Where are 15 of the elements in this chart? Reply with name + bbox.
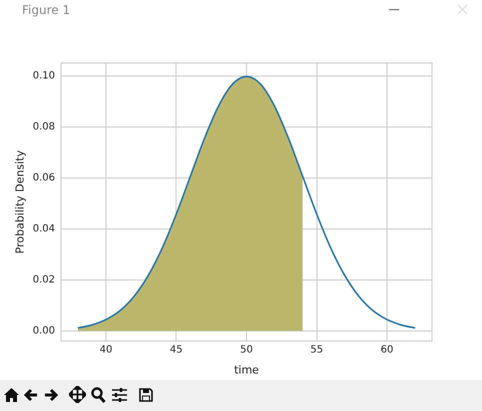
x-tick-label: 55 <box>310 344 324 356</box>
y-axis-title: Probability Density <box>13 150 26 254</box>
y-tick-label: 0.10 <box>32 70 55 82</box>
y-tick-label: 0.06 <box>32 172 55 184</box>
line-series <box>77 76 416 329</box>
x-tick-label: 50 <box>240 344 253 356</box>
y-tick-label: 0.04 <box>32 223 55 234</box>
y-tick-label: 0.00 <box>32 325 55 336</box>
x-tick-label: 60 <box>380 344 394 356</box>
x-axis-title: time <box>234 363 260 376</box>
y-tick-label: 0.08 <box>32 121 55 132</box>
x-tick-label: 45 <box>170 344 183 356</box>
caption: Figure 1 <box>22 3 70 17</box>
x-tick-label: 40 <box>100 344 112 356</box>
y-tick-label: 0.02 <box>32 274 55 286</box>
